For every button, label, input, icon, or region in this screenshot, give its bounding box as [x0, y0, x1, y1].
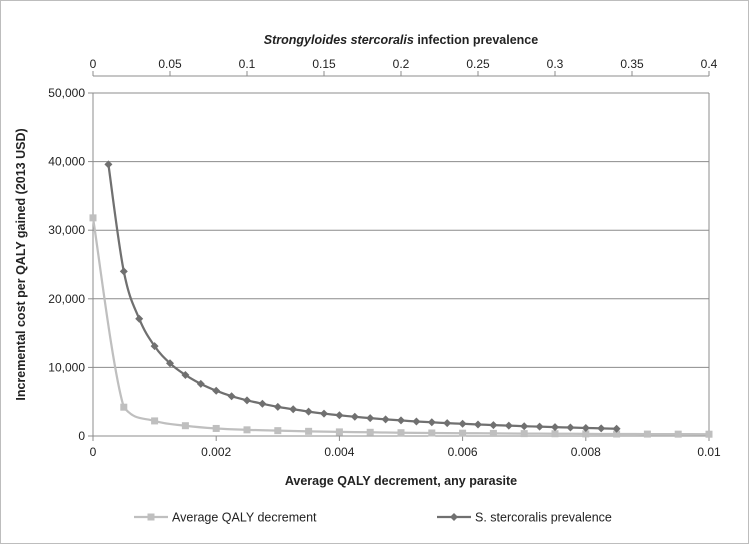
data-point-average-qaly [489, 429, 497, 437]
data-point-prevalence [551, 423, 559, 432]
data-point-prevalence [597, 424, 606, 433]
secondary-x-axis-title-italic: Strongyloides stercoralis [264, 33, 414, 47]
data-point-prevalence [397, 416, 405, 425]
data-point-average-qaly [305, 427, 313, 435]
data-point-average-qaly [120, 403, 128, 411]
y-tick-label: 0 [78, 429, 85, 443]
legend-marker-prevalence [450, 513, 458, 521]
y-axis-title: Incremental cost per QALY gained (2013 U… [14, 128, 28, 400]
data-point-average-qaly [428, 429, 436, 437]
data-point-prevalence [612, 424, 621, 433]
data-point-prevalence [119, 267, 128, 276]
x2-tick-label: 0.1 [239, 57, 256, 71]
data-point-average-qaly [551, 430, 559, 438]
x-tick-label: 0.01 [697, 445, 721, 459]
data-point-prevalence [304, 407, 313, 416]
data-point-prevalence [350, 412, 359, 421]
legend: Average QALY decrement S. stercoralis pr… [134, 511, 612, 525]
data-point-prevalence [289, 405, 298, 414]
series-line-average-qaly [91, 217, 710, 436]
x2-tick-label: 0.4 [701, 57, 718, 71]
data-point-prevalence [427, 418, 436, 427]
data-point-prevalence [381, 415, 390, 424]
data-point-prevalence [535, 422, 544, 431]
y-tick-label: 10,000 [48, 360, 85, 374]
x2-tick-label: 0.2 [393, 57, 410, 71]
data-point-average-qaly [366, 428, 374, 436]
data-point-prevalence [504, 421, 513, 430]
data-point-prevalence [458, 419, 467, 428]
data-point-prevalence [135, 314, 144, 323]
data-point-prevalence [258, 399, 267, 408]
data-point-prevalence [181, 370, 190, 379]
data-point-prevalence [227, 392, 236, 401]
x-tick-label: 0 [90, 445, 97, 459]
data-point-prevalence [212, 386, 221, 395]
data-point-prevalence [443, 419, 452, 428]
data-point-average-qaly [243, 426, 251, 434]
axes [88, 71, 710, 441]
data-point-average-qaly [520, 430, 528, 438]
data-point-average-qaly [582, 430, 590, 438]
x-tick-label: 0.004 [324, 445, 354, 459]
data-point-average-qaly [705, 430, 713, 438]
secondary-x-axis-title: Strongyloides stercoralis infection prev… [264, 33, 538, 47]
x-tick-label: 0.008 [571, 445, 601, 459]
data-point-average-qaly [274, 427, 282, 435]
data-point-average-qaly [181, 422, 189, 430]
data-point-average-qaly [613, 430, 621, 438]
x2-tick-label: 0.25 [466, 57, 490, 71]
x2-tick-label: 0.3 [547, 57, 564, 71]
data-point-prevalence [273, 402, 282, 411]
data-point-prevalence [412, 417, 421, 426]
y-tick-label: 20,000 [48, 292, 85, 306]
data-point-average-qaly [459, 429, 467, 437]
x-tick-label: 0.002 [201, 445, 231, 459]
tick-labels: 0 10,000 20,000 30,000 40,000 50,000 0 0.002 0.0… [48, 57, 721, 459]
data-point-prevalence [566, 423, 575, 432]
data-point-average-qaly [212, 424, 220, 432]
data-point-prevalence [150, 342, 159, 351]
data-point-prevalence [366, 414, 375, 423]
y-tick-label: 40,000 [48, 155, 85, 169]
data-point-average-qaly [89, 214, 97, 222]
data-point-prevalence [104, 160, 113, 169]
x2-tick-label: 0.05 [158, 57, 182, 71]
data-point-prevalence [520, 422, 529, 431]
data-point-prevalence [474, 420, 482, 429]
data-point-average-qaly [151, 417, 159, 425]
data-point-prevalence [243, 396, 251, 405]
x2-tick-label: 0.15 [312, 57, 336, 71]
y-tick-label: 30,000 [48, 223, 85, 237]
data-point-prevalence [581, 423, 590, 432]
data-point-prevalence [320, 409, 328, 418]
series-line-prevalence [107, 164, 617, 430]
x-tick-label: 0.006 [448, 445, 478, 459]
data-point-prevalence [196, 379, 205, 388]
y-tick-label: 50,000 [48, 86, 85, 100]
secondary-x-axis-title-rest: infection prevalence [414, 33, 538, 47]
data-point-prevalence [335, 411, 344, 420]
legend-marker-average-qaly [147, 513, 155, 521]
series-layer [89, 160, 713, 438]
data-point-prevalence [489, 421, 498, 430]
data-point-average-qaly [643, 430, 651, 438]
data-point-average-qaly [397, 429, 405, 437]
x-axis-title: Average QALY decrement, any parasite [285, 474, 517, 488]
data-point-average-qaly [674, 430, 682, 438]
gridlines [93, 92, 709, 368]
legend-label-average-qaly: Average QALY decrement [172, 511, 317, 525]
data-point-average-qaly [335, 428, 343, 436]
x2-tick-label: 0 [90, 57, 97, 71]
legend-label-prevalence: S. stercoralis prevalence [475, 511, 612, 525]
data-point-prevalence [166, 359, 174, 368]
x2-tick-label: 0.35 [620, 57, 644, 71]
